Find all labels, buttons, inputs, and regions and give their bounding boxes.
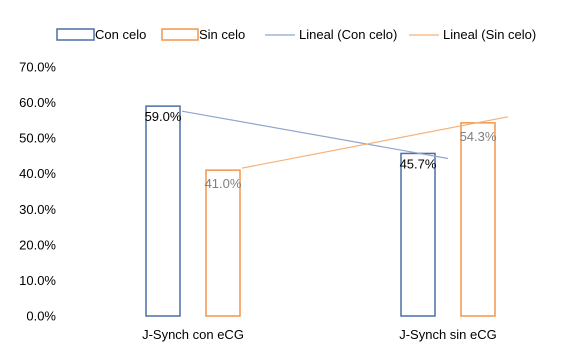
y-tick-label: 30.0% <box>19 202 56 217</box>
y-tick-label: 0.0% <box>26 309 56 324</box>
legend-label-lineal-con-celo: Lineal (Con celo) <box>299 27 397 42</box>
y-tick-label: 70.0% <box>19 60 56 75</box>
legend-label-lineal-sin-celo: Lineal (Sin celo) <box>443 27 536 42</box>
legend-label-sin-celo: Sin celo <box>199 27 245 42</box>
y-tick-label: 20.0% <box>19 237 56 252</box>
legend: Con celo Sin celo Lineal (Con celo) Line… <box>56 27 536 42</box>
y-tick-label: 60.0% <box>19 95 56 110</box>
legend-swatch-sin-celo <box>161 28 199 41</box>
bar-con-celo-1 <box>145 105 181 317</box>
trendline-con-celo <box>181 110 449 160</box>
y-tick-label: 40.0% <box>19 166 56 181</box>
data-labels: 59.0% 45.7% 41.0% 54.3% <box>145 109 497 191</box>
y-axis: 0.0% 10.0% 20.0% 30.0% 40.0% 50.0% 60.0% 70.0% <box>19 60 56 324</box>
data-label-sin-celo-1: 41.0% <box>205 176 242 191</box>
x-category-label: J-Synch con eCG <box>142 327 244 342</box>
x-category-label: J-Synch sin eCG <box>399 327 497 342</box>
y-tick-label: 10.0% <box>19 273 56 288</box>
x-axis: J-Synch con eCG J-Synch sin eCG <box>142 327 497 342</box>
data-label-con-celo-2: 45.7% <box>400 156 437 171</box>
legend-label-con-celo: Con celo <box>95 27 146 42</box>
legend-swatch-con-celo <box>56 28 95 41</box>
y-tick-label: 50.0% <box>19 131 56 146</box>
bar-sin-celo-1 <box>205 169 241 317</box>
trendlines <box>181 110 509 169</box>
trendline-sin-celo <box>241 116 509 169</box>
data-label-sin-celo-2: 54.3% <box>460 129 497 144</box>
data-label-con-celo-1: 59.0% <box>145 109 182 124</box>
